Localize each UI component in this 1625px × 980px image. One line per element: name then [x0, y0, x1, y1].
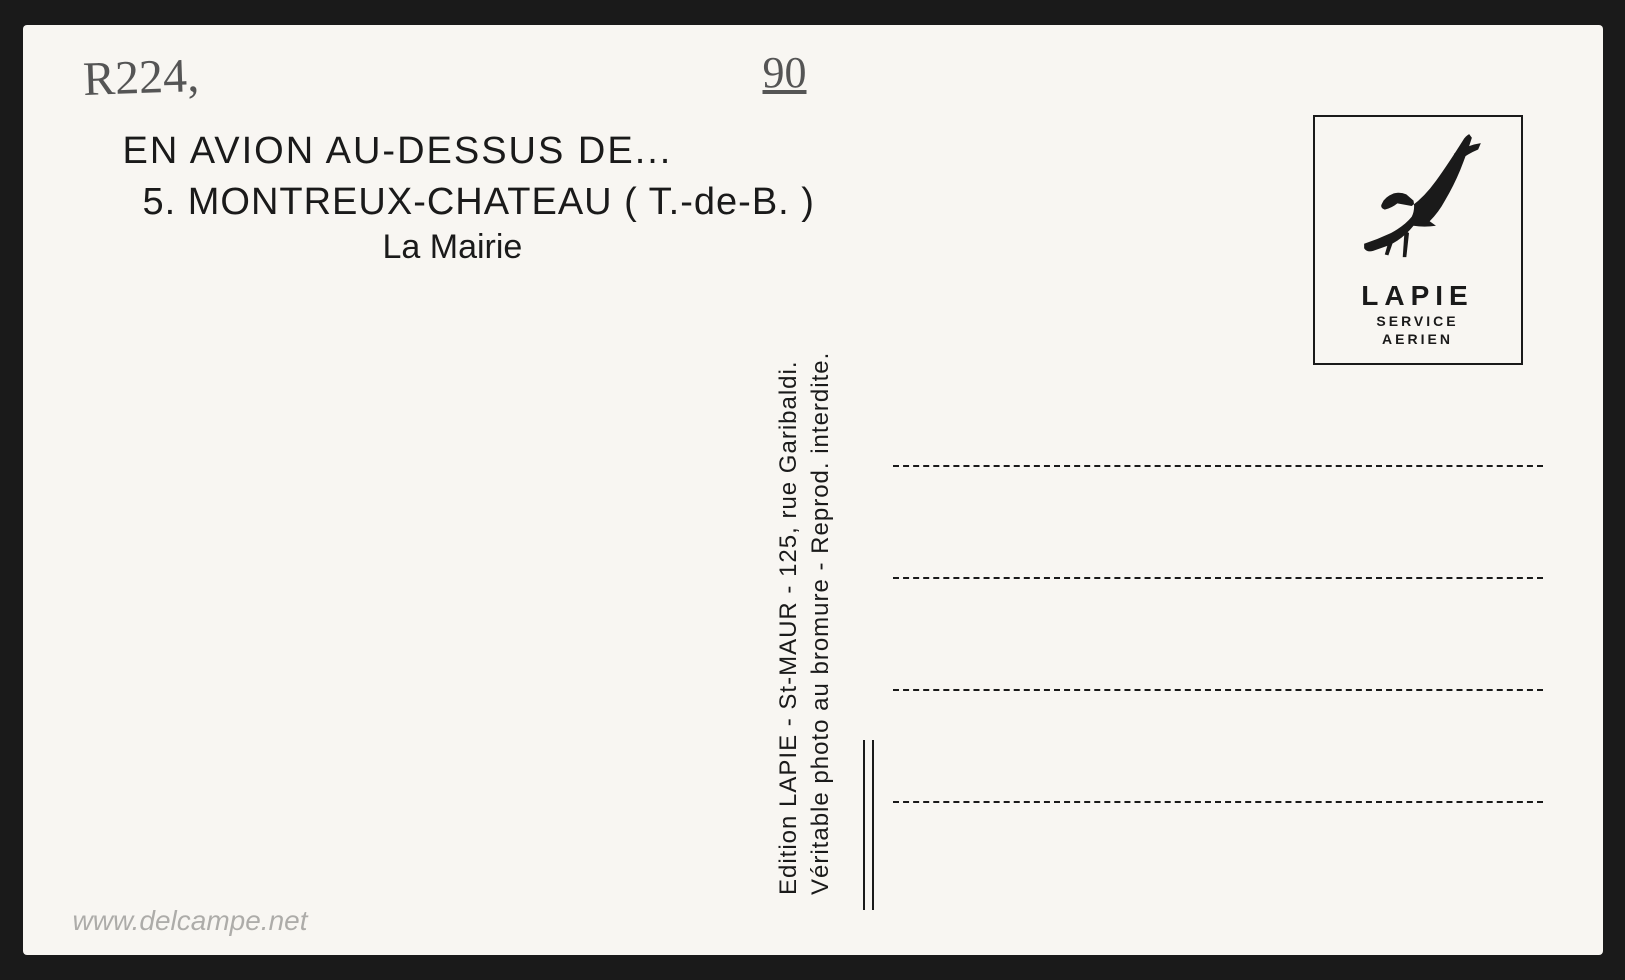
handwritten-reference: R224, — [82, 48, 200, 107]
publisher-line-1: Edition LAPIE - St-MAUR - 125, rue Garib… — [775, 195, 803, 895]
stamp-text-block: LAPIE SERVICE AERIEN — [1361, 280, 1473, 348]
stamp-box: LAPIE SERVICE AERIEN — [1313, 115, 1523, 365]
double-rule — [863, 740, 874, 915]
watermark-text: www.delcampe.net — [73, 905, 308, 937]
title-line-3: La Mairie — [383, 228, 815, 267]
publisher-line-2: Véritable photo au bromure - Reprod. int… — [807, 195, 835, 895]
stamp-subtitle-1: SERVICE — [1361, 312, 1473, 330]
address-line-2 — [893, 577, 1543, 579]
title-line-1: EN AVION AU-DESSUS DE... — [123, 130, 815, 173]
postcard-back: R224, 90 EN AVION AU-DESSUS DE... 5. MON… — [23, 25, 1603, 955]
address-area — [893, 465, 1543, 913]
address-line-3 — [893, 689, 1543, 691]
stamp-brand: LAPIE — [1361, 280, 1473, 312]
postcard-title-block: EN AVION AU-DESSUS DE... 5. MONTREUX-CHA… — [123, 130, 815, 267]
address-line-4 — [893, 801, 1543, 803]
stamp-content: LAPIE SERVICE AERIEN — [1315, 117, 1521, 363]
stamp-subtitle-2: AERIEN — [1361, 330, 1473, 348]
title-line-2: 5. MONTREUX-CHATEAU ( T.-de-B. ) — [143, 181, 815, 224]
bird-icon — [1333, 127, 1503, 280]
address-line-1 — [893, 465, 1543, 467]
handwritten-number: 90 — [763, 47, 807, 98]
